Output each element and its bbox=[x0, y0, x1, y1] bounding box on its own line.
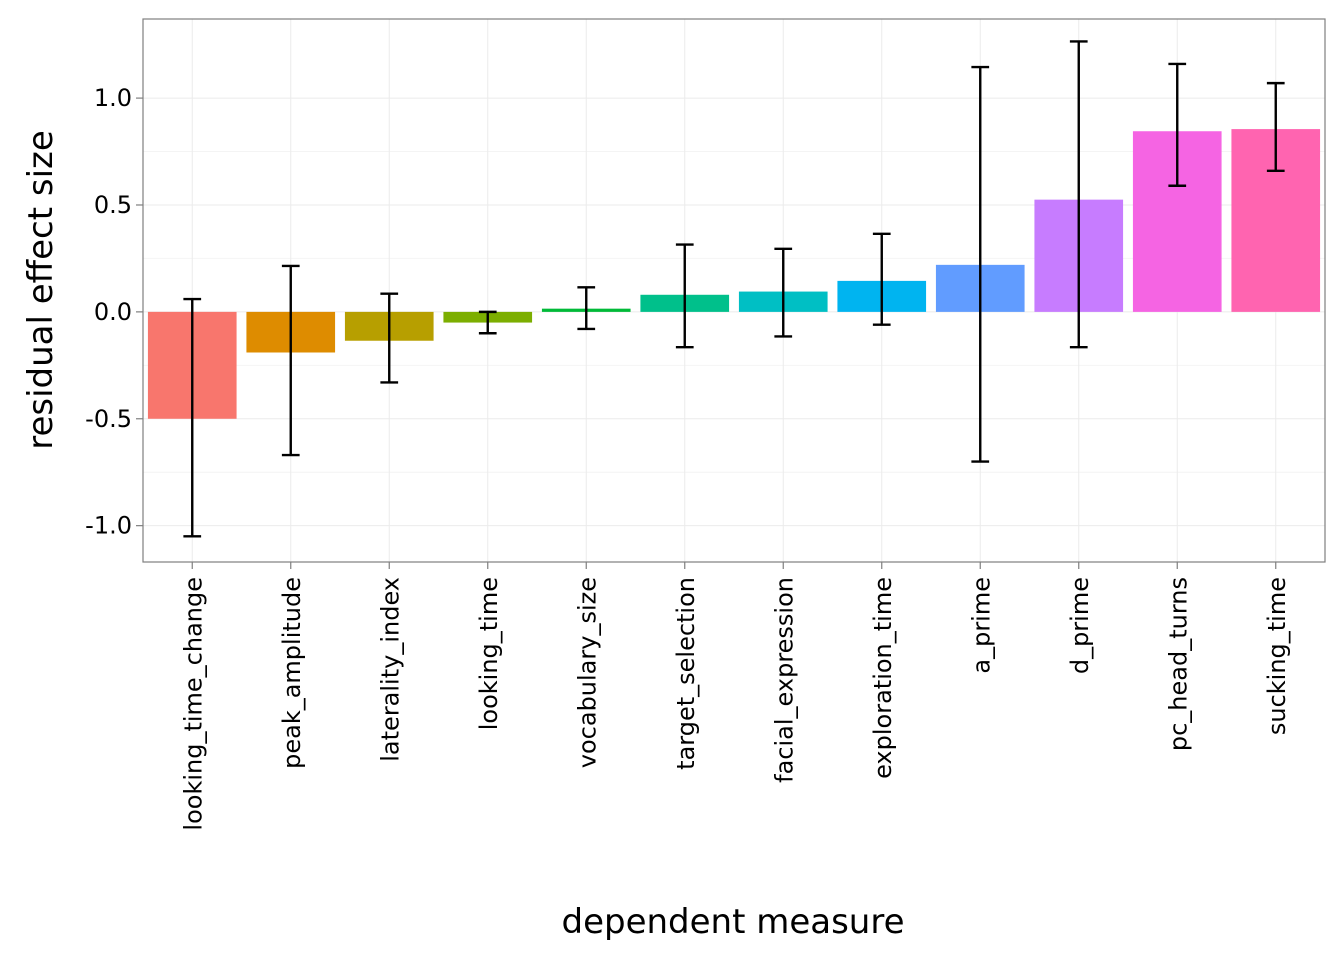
x-tick-label: looking_time bbox=[475, 577, 503, 730]
y-axis: -1.0 -0.5 0.0 0.5 1.0 bbox=[85, 84, 143, 540]
y-axis-title: residual effect size bbox=[21, 130, 61, 450]
errorbar-exploration-time bbox=[872, 232, 891, 326]
errorbar-sucking-time bbox=[1266, 81, 1285, 172]
errorbar-vocabulary-size bbox=[577, 286, 596, 331]
errorbar-facial-expression bbox=[774, 247, 793, 338]
y-tick-label: -0.5 bbox=[85, 405, 132, 433]
x-tick-label: target_selection bbox=[672, 577, 700, 770]
x-tick-label: looking_time_change bbox=[179, 577, 207, 831]
errorbar-a-prime bbox=[971, 65, 990, 463]
errorbar-target-selection bbox=[675, 243, 694, 349]
errorbar-pc-head-turns bbox=[1168, 62, 1187, 187]
x-tick-label: laterality_index bbox=[376, 577, 404, 762]
y-tick-label: 0.5 bbox=[94, 191, 132, 219]
x-tick-label: a_prime bbox=[967, 577, 995, 674]
errorbar-looking-time-change bbox=[183, 297, 202, 538]
errorbar-d-prime bbox=[1069, 40, 1088, 349]
x-axis-title: dependent measure bbox=[561, 902, 904, 942]
x-tick-label: peak_amplitude bbox=[278, 577, 306, 769]
x-tick-label: sucking_time bbox=[1263, 577, 1291, 735]
y-tick-label: 1.0 bbox=[94, 84, 132, 112]
x-tick-label: d_prime bbox=[1066, 577, 1094, 674]
errorbar-laterality-index bbox=[380, 292, 399, 384]
y-tick-label: -1.0 bbox=[85, 512, 132, 540]
panel-border bbox=[142, 18, 1326, 563]
errorbar-peak-amplitude bbox=[281, 264, 300, 457]
error-bars bbox=[183, 40, 1285, 538]
y-tick-label: 0.0 bbox=[94, 298, 132, 326]
x-axis: looking_time_change peak_amplitude lateral… bbox=[179, 562, 1291, 831]
x-tick-label: vocabulary_size bbox=[573, 577, 601, 768]
x-tick-label: facial_expression bbox=[770, 577, 798, 783]
x-tick-label: exploration_time bbox=[869, 577, 897, 779]
x-tick-label: pc_head_turns bbox=[1164, 577, 1192, 751]
errorbar-looking-time bbox=[478, 310, 497, 335]
